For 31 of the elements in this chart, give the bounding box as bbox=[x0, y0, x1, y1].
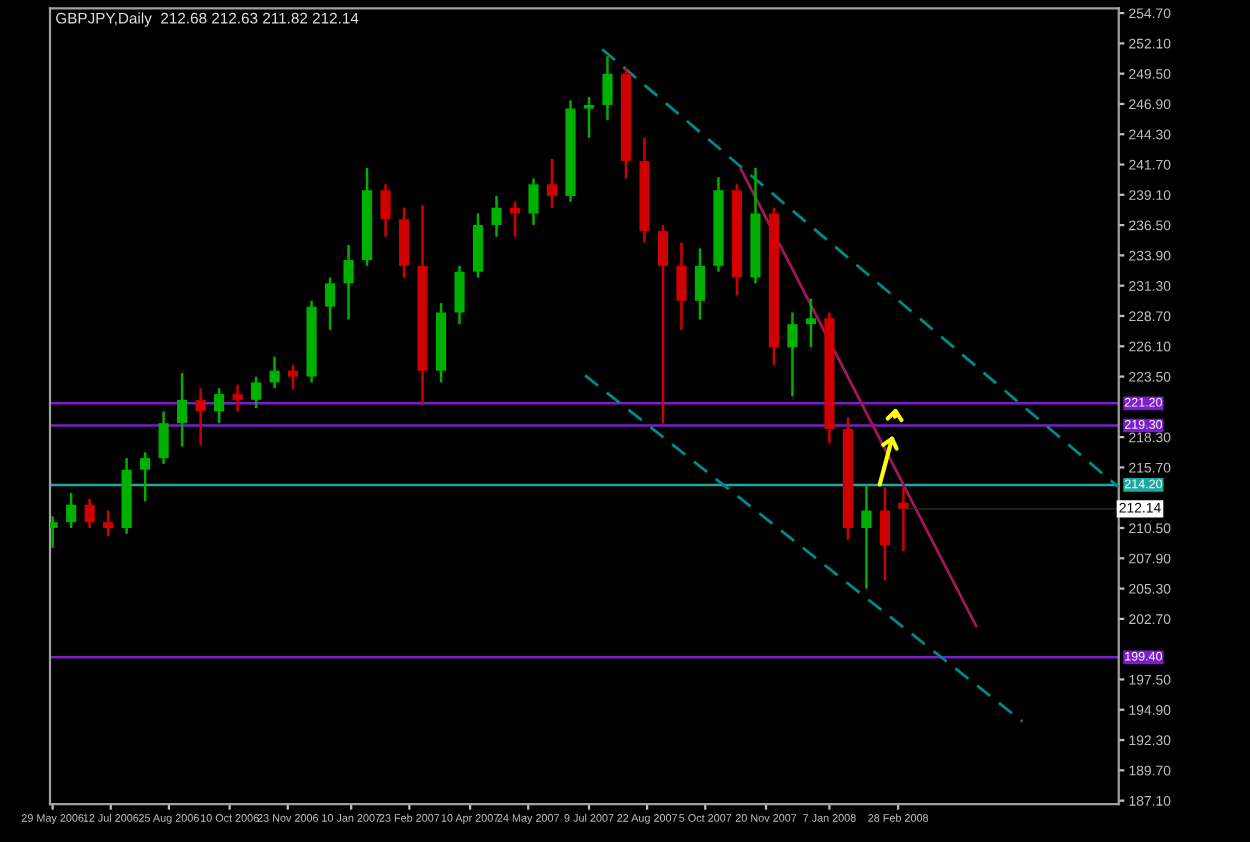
candlestick bbox=[472, 212, 484, 279]
candlestick bbox=[787, 311, 798, 398]
candlestick bbox=[676, 241, 687, 332]
candlestick bbox=[898, 485, 909, 553]
candlestick bbox=[657, 223, 669, 425]
candlestick bbox=[343, 243, 354, 321]
candlestick bbox=[805, 297, 817, 349]
candlestick bbox=[140, 451, 151, 503]
candlestick bbox=[251, 375, 262, 410]
candlestick bbox=[546, 157, 558, 209]
candlestick bbox=[177, 371, 188, 448]
candlestick bbox=[84, 497, 95, 530]
candlestick bbox=[214, 386, 225, 425]
candlestick bbox=[324, 276, 336, 332]
candlestick bbox=[380, 183, 391, 239]
candlestick bbox=[158, 410, 169, 466]
candlestick bbox=[694, 247, 706, 321]
candlestick bbox=[195, 386, 206, 447]
candlestick bbox=[528, 177, 539, 227]
candlestick bbox=[66, 491, 77, 530]
candlestick bbox=[232, 383, 243, 413]
candlestick bbox=[398, 206, 410, 279]
candlestick bbox=[861, 483, 872, 590]
candlestick bbox=[269, 355, 280, 390]
candlestick bbox=[50, 515, 58, 550]
candlestick bbox=[491, 194, 502, 239]
candlestick bbox=[103, 509, 114, 538]
candlestick bbox=[454, 264, 465, 326]
candlestick bbox=[602, 54, 613, 122]
candlestick bbox=[583, 95, 595, 139]
candlestick bbox=[287, 363, 299, 391]
